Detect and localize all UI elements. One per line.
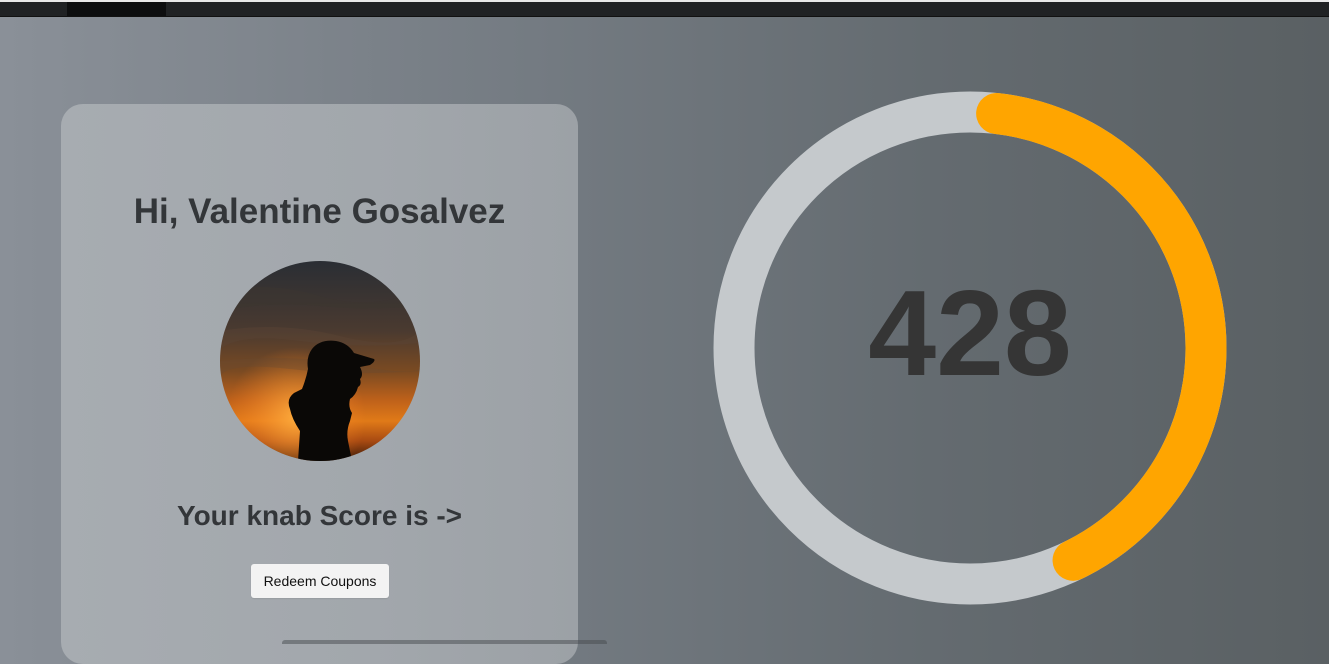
redeem-coupons-button[interactable]: Redeem Coupons (251, 564, 389, 598)
score-ring-icon (713, 91, 1227, 605)
gauge-progress (713, 91, 1227, 605)
avatar-photo-icon (220, 261, 420, 461)
browser-top-bar (0, 0, 1329, 17)
avatar (220, 261, 420, 461)
active-tab-indicator[interactable] (67, 2, 166, 16)
bottom-shadow (282, 640, 607, 644)
top-strip (0, 2, 1329, 17)
greeting-title: Hi, Valentine Gosalvez (133, 192, 506, 231)
score-label: Your knab Score is -> (176, 500, 463, 531)
score-gauge: 428 (713, 91, 1227, 605)
profile-card: Hi, Valentine Gosalvez (61, 104, 578, 664)
